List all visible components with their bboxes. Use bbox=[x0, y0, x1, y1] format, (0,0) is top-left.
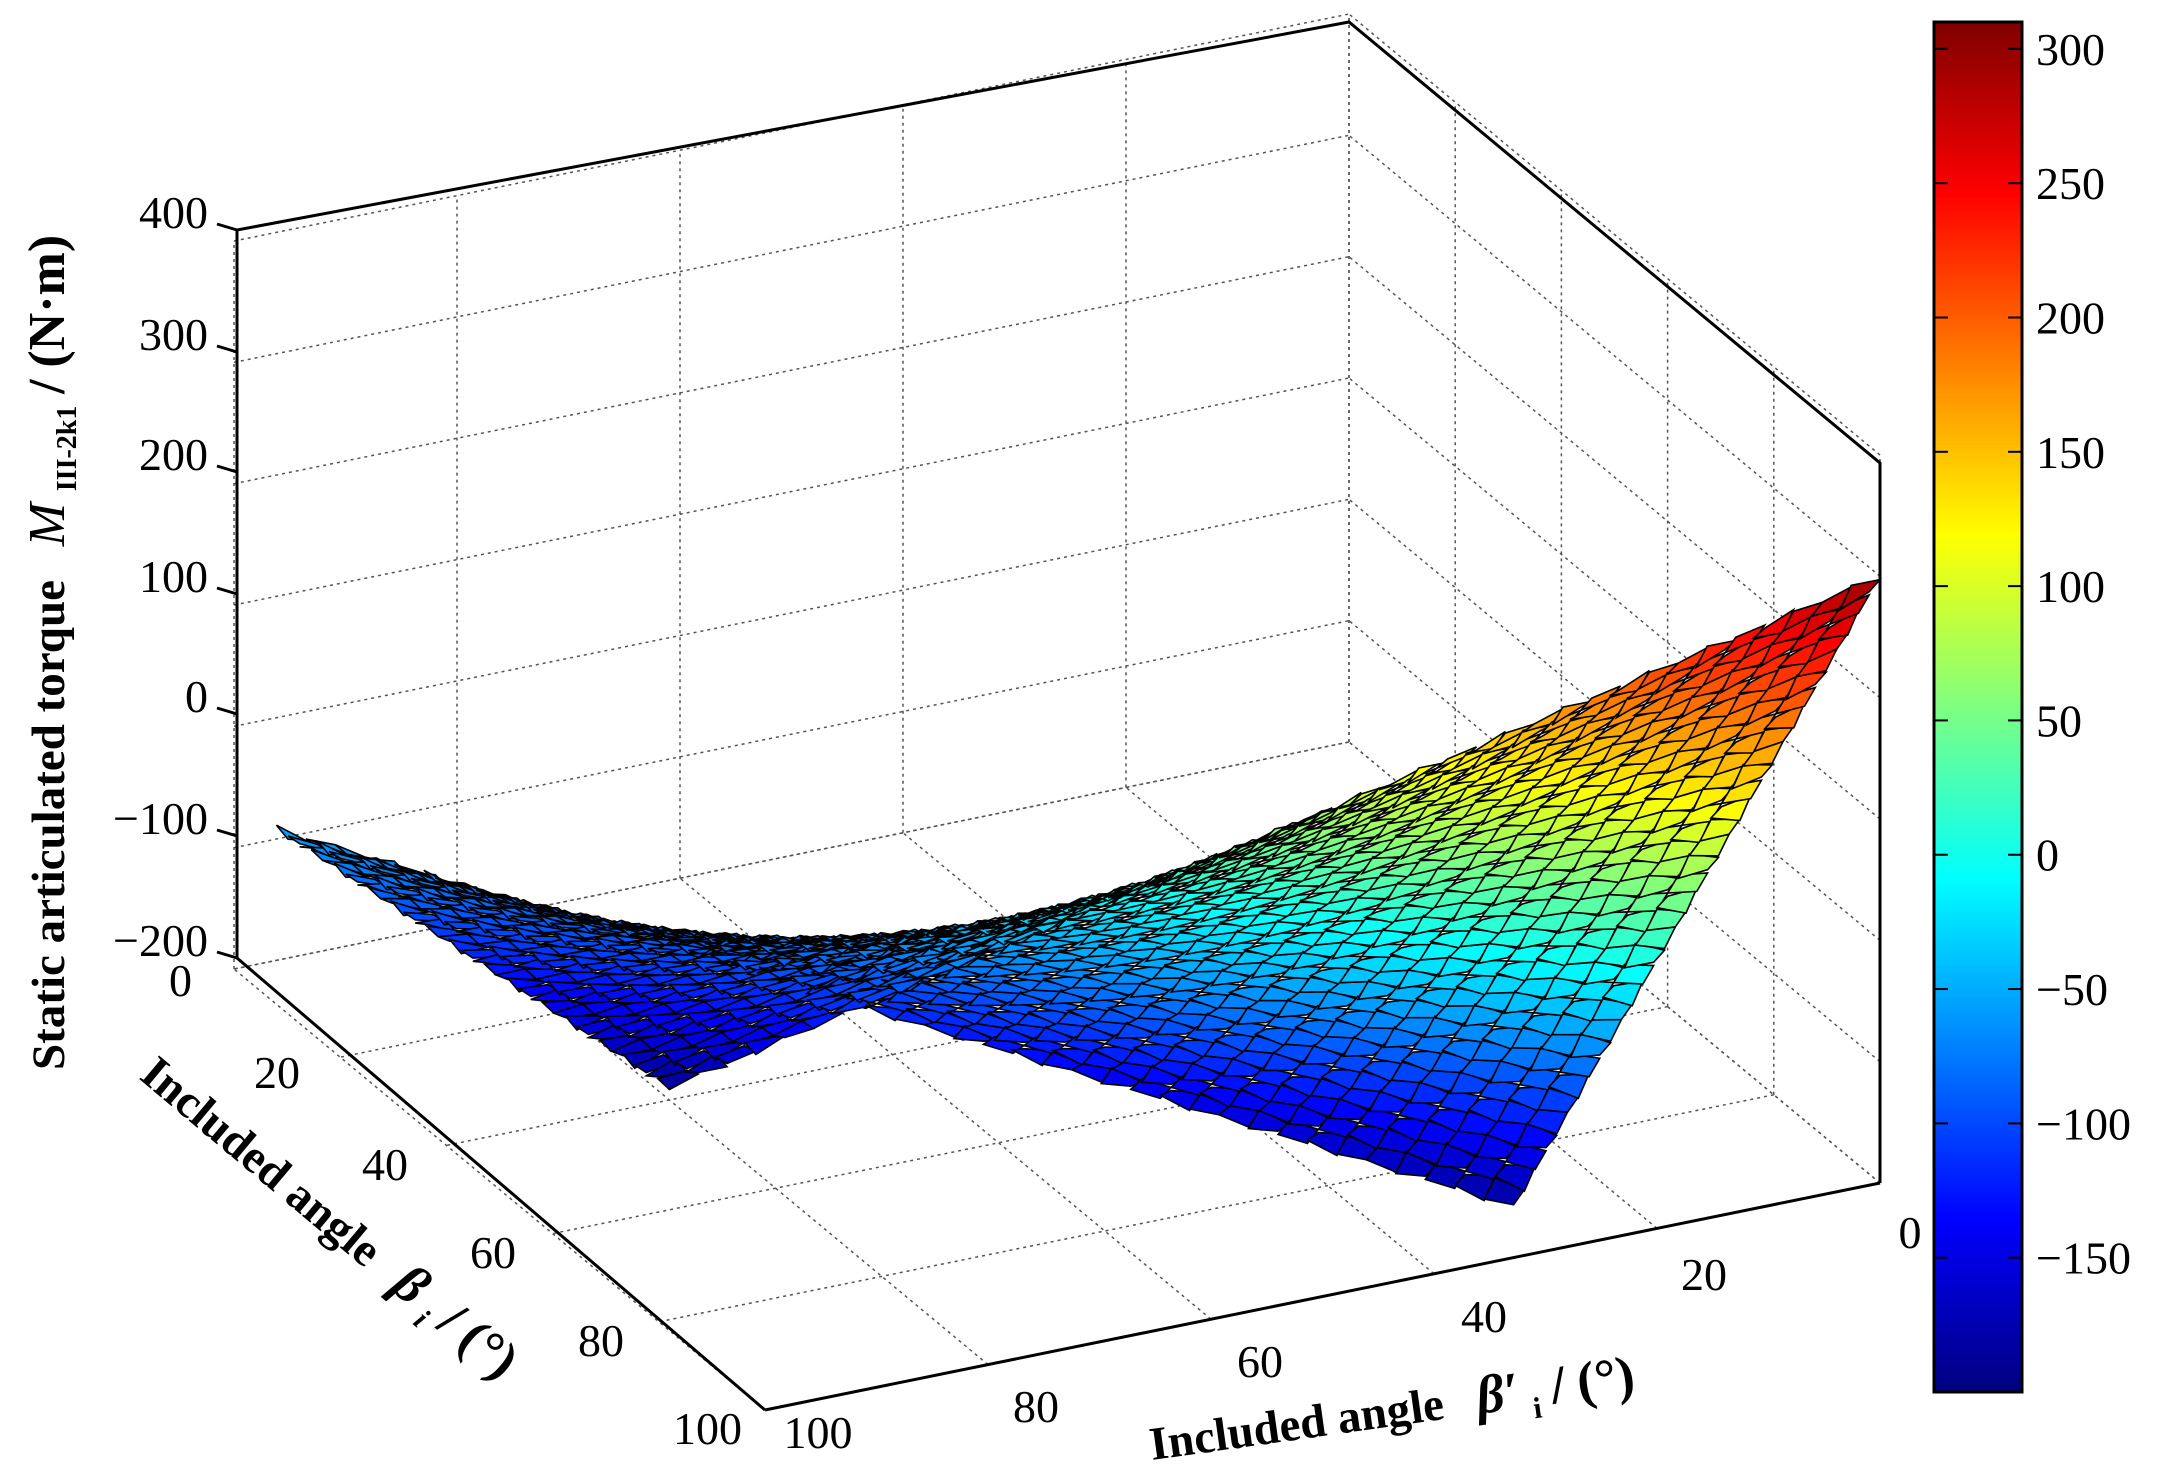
colorbar-tick-label: −150 bbox=[2036, 1233, 2131, 1284]
y-axis-label: Included angle bbox=[1146, 1378, 1447, 1471]
colorbar-tick-label: 150 bbox=[2036, 427, 2105, 478]
x-axis-ticks: 0 20 40 60 80 100 bbox=[169, 955, 742, 1454]
colorbar-tick-label: 100 bbox=[2036, 561, 2105, 612]
x-axis-subscript: i bbox=[407, 1304, 435, 1335]
colorbar-ticks: 300 250 200 150 100 50 0 −50 −100 −150 bbox=[1934, 24, 2131, 1284]
colorbar-tick-label: −50 bbox=[2036, 964, 2108, 1015]
y-tick-label: 20 bbox=[1681, 1249, 1727, 1300]
svg-text:Included angle β′: Included angle β′ i / (°) bbox=[1145, 1344, 1639, 1482]
surface-facet bbox=[1655, 886, 1699, 915]
surface-facet bbox=[857, 986, 903, 1004]
x-tick-label: 80 bbox=[578, 1315, 624, 1366]
colorbar-gradient bbox=[1932, 20, 2024, 1394]
y-axis-title: Included angle β′ i / (°) bbox=[1145, 1344, 1639, 1482]
colorbar-tick-label: 0 bbox=[2036, 830, 2059, 881]
x-axis-title: Included angle β i / (°) bbox=[123, 1041, 531, 1399]
surface-facet bbox=[1709, 794, 1753, 822]
surface-facet bbox=[745, 960, 787, 971]
svg-text:Static articulated torque: Static articulated torque M III-2k1 / (N… bbox=[19, 235, 87, 1070]
grid-line bbox=[233, 498, 1350, 728]
z-axis-symbol: M bbox=[19, 500, 76, 547]
axes-box bbox=[235, 20, 1882, 1412]
y-tick-label: 60 bbox=[1237, 1336, 1283, 1387]
y-tick-label: 40 bbox=[1461, 1291, 1507, 1342]
z-axis-unit-value: (N·m) bbox=[19, 235, 76, 368]
grid-line bbox=[233, 134, 1350, 364]
grid-line bbox=[233, 619, 1350, 849]
x-tick-label: 60 bbox=[470, 1227, 516, 1278]
y-tick-label: 80 bbox=[1013, 1381, 1059, 1432]
svg-text:Included angle β i: Included angle β i / (°) bbox=[123, 1041, 530, 1399]
surface-facet bbox=[799, 973, 847, 988]
grid-line bbox=[233, 968, 766, 1411]
z-axis-label: Static articulated torque bbox=[23, 580, 75, 1070]
x-tick-label: 0 bbox=[169, 955, 192, 1006]
x-axis-unit: (°) bbox=[448, 1308, 531, 1391]
grid-line bbox=[1348, 377, 1881, 820]
y-tick-label: 0 bbox=[1899, 1207, 1922, 1258]
z-tick-label: −200 bbox=[113, 915, 208, 966]
x-tick-label: 100 bbox=[673, 1403, 742, 1454]
grid-line bbox=[233, 255, 1350, 485]
grid-line bbox=[233, 377, 1350, 606]
surface-facet bbox=[1838, 578, 1883, 612]
surface-facet bbox=[1262, 821, 1304, 842]
z-tick-label: 200 bbox=[139, 429, 208, 480]
z-tick-label: 400 bbox=[139, 187, 208, 238]
x-tick-label: 40 bbox=[362, 1139, 408, 1190]
y-axis-symbol: β′ bbox=[1470, 1361, 1523, 1427]
y-axis-ticks: 0 20 40 60 80 100 bbox=[784, 1207, 1922, 1458]
surface-facet bbox=[1493, 1163, 1537, 1193]
surface-facet bbox=[1547, 1072, 1591, 1100]
surface-facet bbox=[1601, 979, 1645, 1007]
y-axis-unit: (°) bbox=[1573, 1344, 1638, 1411]
z-tick-label: 300 bbox=[139, 309, 208, 360]
z-axis-ticks: 400 300 200 100 0 −100 −200 bbox=[113, 187, 238, 966]
colorbar-tick-label: 300 bbox=[2036, 24, 2105, 75]
grid-line bbox=[1348, 13, 1881, 456]
surface-facet bbox=[883, 959, 924, 974]
z-tick-label: −100 bbox=[113, 793, 208, 844]
z-axis-unit: / bbox=[19, 379, 76, 395]
surface-facet bbox=[1407, 761, 1448, 784]
z-tick-label: 100 bbox=[139, 551, 208, 602]
grid-line bbox=[1348, 256, 1881, 699]
y-axis-subscript: i bbox=[1531, 1391, 1544, 1425]
z-axis-title: Static articulated torque M III-2k1 / (N… bbox=[19, 235, 87, 1070]
torque-surface bbox=[275, 578, 1883, 1206]
z-axis-subscript: III-2k1 bbox=[52, 406, 83, 492]
grid-line bbox=[1348, 134, 1881, 577]
y-axis-slash: / bbox=[1545, 1354, 1570, 1416]
colorbar: 300 250 200 150 100 50 0 −50 −100 −150 bbox=[1932, 20, 2131, 1394]
y-tick-label: 100 bbox=[784, 1407, 853, 1458]
grid-line bbox=[233, 741, 1350, 970]
grid-line bbox=[658, 1094, 1774, 1323]
z-tick-label: 0 bbox=[185, 671, 208, 722]
colorbar-tick-label: −100 bbox=[2036, 1098, 2131, 1149]
colorbar-tick-label: 250 bbox=[2036, 158, 2105, 209]
colorbar-tick-label: 50 bbox=[2036, 695, 2082, 746]
x-tick-label: 20 bbox=[254, 1047, 300, 1098]
colorbar-tick-label: 200 bbox=[2036, 292, 2105, 343]
